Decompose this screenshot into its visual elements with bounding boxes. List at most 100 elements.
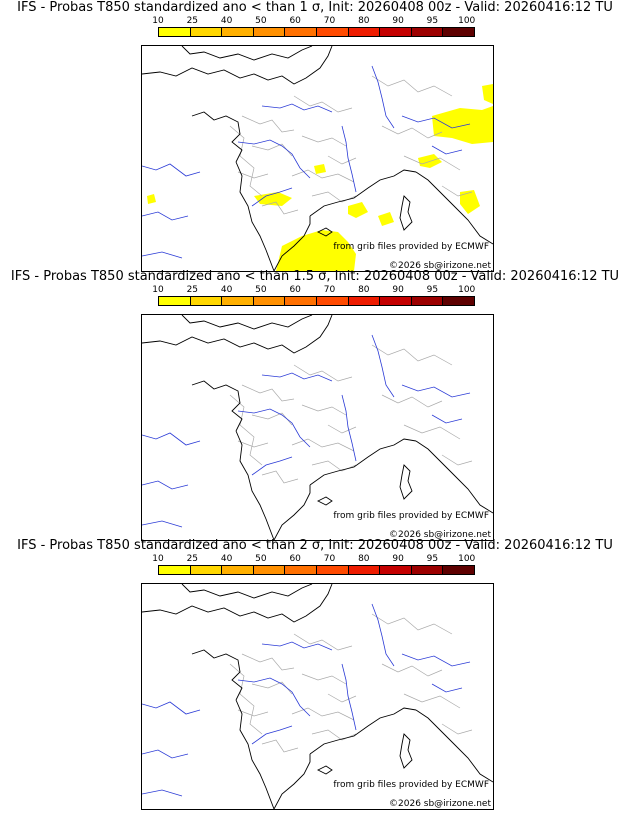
coast-uk: [181, 584, 313, 599]
map-france: from grib files provided by ECMWF ©2026 …: [141, 583, 494, 810]
country-borders-east: [371, 75, 473, 197]
colorbar-cell: [315, 28, 348, 36]
coast-mediterranean: [309, 438, 417, 486]
probability-area: [482, 84, 493, 104]
colorbar-cell: [284, 28, 316, 36]
colorbar-label: 60: [289, 554, 301, 564]
colorbar-label: 10: [152, 16, 164, 26]
river-garonne: [251, 725, 293, 745]
river-spain: [142, 432, 201, 528]
colorbar-cell: [189, 28, 222, 36]
coast-corsica: [399, 195, 413, 231]
colorbar-cell: [284, 566, 316, 574]
colorbar-label: 70: [323, 16, 336, 26]
river-spain: [142, 163, 201, 259]
probability-area: [276, 230, 356, 271]
coast-uk: [181, 315, 313, 330]
coast-brittany: [191, 380, 243, 432]
coast-channel: [142, 46, 333, 85]
region-borders-east: [291, 633, 357, 741]
colorbar-label: 95: [426, 554, 439, 564]
colorbar-cell: [252, 297, 285, 305]
probability-area: [147, 194, 156, 204]
copyright-text: ©2026 sb@irizone.net: [389, 261, 491, 271]
colorbar-cell: [159, 28, 190, 36]
colorbar: [158, 565, 475, 575]
river-seine: [261, 103, 333, 113]
colorbar-cell: [379, 297, 411, 305]
coast-italy: [415, 171, 493, 245]
coast-spain: [273, 216, 311, 271]
colorbar-cell: [221, 297, 253, 305]
colorbar-label: 25: [186, 554, 199, 564]
coast-biscay: [235, 161, 275, 271]
colorbar: [158, 27, 475, 37]
colorbar-label: 40: [220, 285, 233, 295]
colorbar-label: 80: [358, 285, 370, 295]
colorbar-label: 100: [458, 16, 476, 26]
colorbar: [158, 296, 475, 306]
map-labels: from grib files provided by ECMWF ©2026 …: [333, 780, 491, 809]
coast-brittany: [191, 649, 243, 701]
colorbar-cell: [159, 297, 190, 305]
region-borders-east: [291, 95, 357, 203]
coast-balearic: [316, 765, 333, 775]
region-borders-west: [229, 115, 299, 215]
coast-spain: [273, 754, 311, 809]
colorbar-label: 100: [458, 285, 476, 295]
panel-title: IFS - Probas T850 standardized ano < tha…: [10, 269, 620, 284]
colorbar-labels: 10 25 40 50 60 70 80 90 95 100: [150, 554, 480, 565]
colorbar-cell: [189, 297, 222, 305]
coast-spain: [273, 485, 311, 540]
coast-mediterranean: [309, 707, 417, 755]
colorbar-label: 25: [186, 285, 199, 295]
copyright-text: ©2026 sb@irizone.net: [389, 530, 491, 540]
forecast-panel-3: IFS - Probas T850 standardized ano < tha…: [0, 538, 630, 810]
colorbar-label: 50: [255, 554, 267, 564]
credit-text: from grib files provided by ECMWF: [333, 780, 489, 790]
colorbar-label: 90: [392, 285, 404, 295]
colorbar-cell: [347, 566, 380, 574]
rivers: [142, 334, 471, 528]
region-borders-west: [229, 653, 299, 753]
coast-balearic: [316, 496, 333, 506]
colorbar-label: 40: [220, 16, 233, 26]
forecast-panel-2: IFS - Probas T850 standardized ano < tha…: [0, 269, 630, 541]
coast-biscay: [235, 430, 275, 540]
map-canvas: from grib files provided by ECMWF ©2026 …: [142, 46, 493, 271]
colorbar-label: 10: [152, 554, 164, 564]
river-seine: [261, 372, 333, 382]
colorbar-cell: [379, 566, 411, 574]
colorbar-label: 60: [289, 16, 301, 26]
river-loire: [237, 139, 311, 179]
colorbar-cell: [442, 566, 474, 574]
admin-borders: [229, 344, 473, 484]
colorbar-cell: [442, 297, 474, 305]
river-garonne: [251, 456, 293, 476]
river-italy: [401, 653, 471, 693]
colorbar-label: 80: [358, 554, 370, 564]
colorbar-label: 80: [358, 16, 370, 26]
river-loire: [237, 677, 311, 717]
coastlines: [142, 584, 493, 809]
coast-channel: [142, 315, 333, 354]
colorbar-labels: 10 25 40 50 60 70 80 90 95 100: [150, 285, 480, 296]
colorbar-cell: [315, 297, 348, 305]
admin-borders: [229, 75, 473, 215]
colorbar-cell: [284, 297, 316, 305]
colorbar-cell: [159, 566, 190, 574]
region-borders-west: [229, 384, 299, 484]
colorbar-label: 70: [323, 554, 336, 564]
coast-mediterranean: [309, 169, 417, 217]
colorbar-cell: [379, 28, 411, 36]
coast-uk: [181, 46, 313, 61]
colorbar-cell: [347, 28, 380, 36]
colorbar-label: 60: [289, 285, 301, 295]
colorbar-cell: [410, 28, 443, 36]
credit-text: from grib files provided by ECMWF: [333, 242, 489, 252]
colorbar-label: 25: [186, 16, 199, 26]
colorbar-cell: [410, 566, 443, 574]
credit-text: from grib files provided by ECMWF: [333, 511, 489, 521]
probability-area: [348, 202, 368, 218]
river-seine: [261, 641, 333, 651]
